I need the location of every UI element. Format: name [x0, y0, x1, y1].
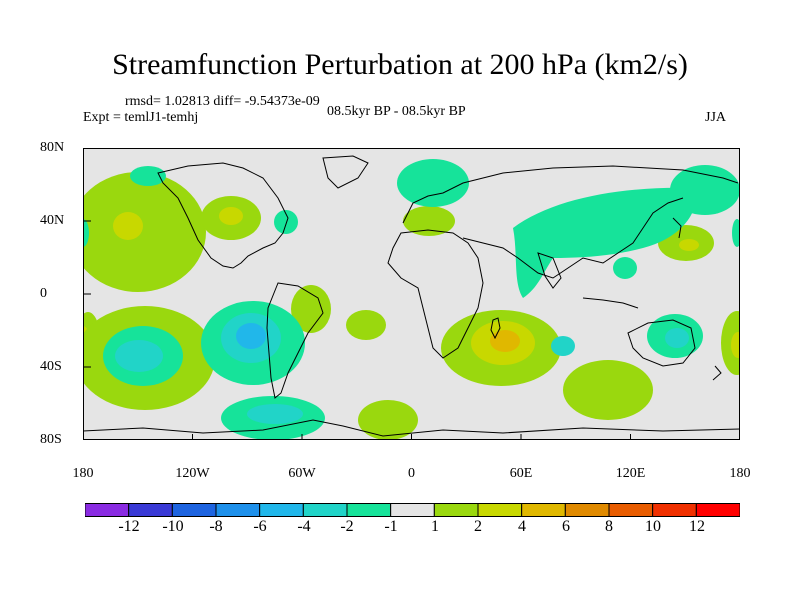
- negative-anomaly-contours: [83, 159, 740, 440]
- experiment-label: Expt = temlJ1-temhj: [83, 110, 199, 125]
- lon-label-60e: 60E: [509, 466, 533, 481]
- colorbar-label: 4: [518, 518, 526, 535]
- colorbar-swatch: [171, 503, 217, 517]
- colorbar-label: -6: [253, 518, 267, 535]
- colorbar-swatch: [346, 503, 392, 517]
- colorbar-label: -2: [340, 518, 354, 535]
- colorbar-swatch: [695, 503, 740, 517]
- colorbar-label: -1: [384, 518, 398, 535]
- colorbar-label: 1: [431, 518, 439, 535]
- colorbar-swatch: [302, 503, 348, 517]
- season-label: JJA: [705, 110, 727, 125]
- colorbar-swatch: [128, 503, 173, 517]
- colorbar-swatch: [85, 503, 130, 517]
- colorbar-label: 2: [474, 518, 482, 535]
- colorbar-label: -12: [118, 518, 140, 535]
- colorbar-label: 6: [562, 518, 570, 535]
- colorbar-swatch: [477, 503, 523, 517]
- lon-label-120w: 120W: [175, 466, 210, 481]
- colorbar-label: -8: [209, 518, 223, 535]
- positive-anomaly-contours: [83, 172, 740, 440]
- colorbar-label: 8: [605, 518, 613, 535]
- coastlines: [83, 155, 740, 437]
- contour-asia-low: [513, 187, 696, 298]
- colorbar-swatch: [259, 503, 304, 517]
- streamfunction-map: [83, 148, 740, 440]
- colorbar-swatch: [652, 503, 697, 517]
- colorbar-swatch: [564, 503, 610, 517]
- colorbar: [85, 503, 740, 517]
- lat-label-80s: 80S: [40, 432, 62, 447]
- colorbar-swatch: [608, 503, 654, 517]
- lon-label-180w: 180: [72, 466, 94, 481]
- contour-europe-low: [397, 159, 469, 207]
- contour-satlantic: [291, 285, 331, 333]
- stats-text: rmsd= 1.02813 diff= -9.54373e-09: [125, 94, 320, 109]
- lat-label-40s: 40S: [40, 359, 62, 374]
- colorbar-label: -10: [162, 518, 184, 535]
- lon-label-60w: 60W: [288, 466, 316, 481]
- colorbar-label: 10: [645, 518, 661, 535]
- colorbar-swatch: [390, 503, 435, 517]
- period-label: 08.5kyr BP - 08.5kyr BP: [327, 104, 466, 119]
- colorbar-swatch: [433, 503, 479, 517]
- colorbar-label: 12: [689, 518, 705, 535]
- contour-saustralia: [563, 360, 653, 420]
- lon-label-120e: 120E: [615, 466, 646, 481]
- contour-npacific: [83, 172, 206, 292]
- colorbar-label: -4: [297, 518, 311, 535]
- colorbar-swatch: [521, 503, 566, 517]
- lat-label-0: 0: [40, 286, 47, 301]
- lat-label-40n: 40N: [40, 213, 65, 228]
- lon-label-180e: 180: [729, 466, 751, 481]
- lat-label-80n: 80N: [40, 140, 65, 155]
- map-frame: [83, 148, 740, 440]
- contour-mediterranean: [403, 206, 455, 236]
- plot-title: Streamfunction Perturbation at 200 hPa (…: [112, 48, 688, 81]
- colorbar-swatch: [215, 503, 261, 517]
- lon-label-0: 0: [408, 466, 415, 481]
